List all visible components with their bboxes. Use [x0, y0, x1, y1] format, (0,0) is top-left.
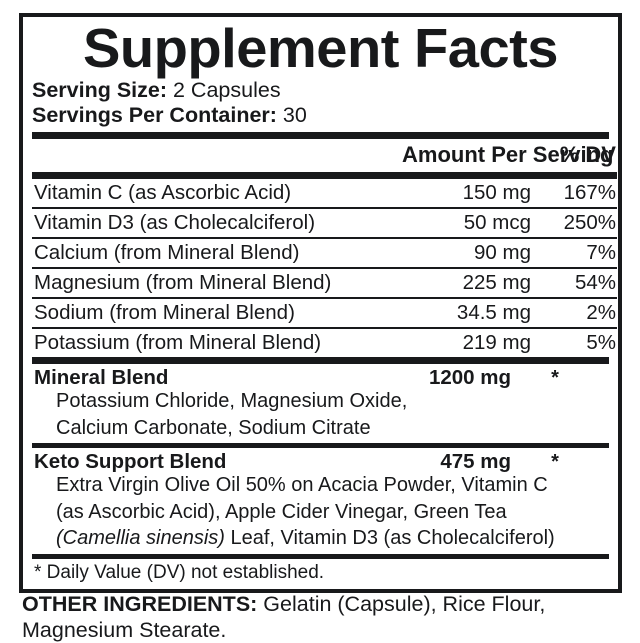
column-header-dv: % DV — [559, 142, 616, 167]
supplement-facts-panel: Supplement Facts Serving Size: 2 Capsule… — [19, 13, 622, 593]
nutrient-amount: 225 mg — [402, 268, 533, 299]
nutrient-dv: 7% — [533, 238, 617, 269]
blend-dv-asterisk: * — [551, 367, 559, 389]
nutrient-amount: 219 mg — [462, 331, 531, 354]
blend-header-row: Keto Support Blend 475 mg * — [32, 448, 609, 474]
table-row: Vitamin C (as Ascorbic Acid) 150 mg 167% — [32, 179, 617, 209]
page-title: Supplement Facts — [82, 17, 559, 79]
blend-ingredient-line: Extra Virgin Olive Oil 50% on Acacia Pow… — [56, 474, 548, 496]
divider-above-header — [32, 132, 609, 139]
serving-size-label: Serving Size: — [32, 78, 168, 102]
nutrition-table: Amount Per Serving% DV Vitamin C (as Asco… — [32, 139, 617, 357]
blend-block: Mineral Blend 1200 mg * Potassium Chloride,… — [32, 364, 609, 443]
blend-ingredient-text: Leaf, Vitamin D3 (as Cholecalciferol) — [224, 527, 555, 549]
blend-name: Mineral Blend — [34, 366, 169, 389]
divider-above-keto-blend — [32, 443, 609, 448]
table-row: Potassium (from Mineral Blend) 219 mg 5% — [32, 328, 617, 357]
blend-ingredient-line: Potassium Chloride, Magnesium Oxide, — [56, 390, 408, 412]
divider-below-header — [32, 172, 617, 179]
nutrient-amount: 90 mg — [402, 238, 533, 269]
nutrient-name: Magnesium (from Mineral Blend) — [32, 268, 402, 299]
blend-ingredient-line: Calcium Carbonate, Sodium Citrate — [56, 416, 371, 439]
table-row: Magnesium (from Mineral Blend) 225 mg 54% — [32, 268, 617, 299]
blend-amount: 475 mg — [440, 450, 511, 473]
blend-dv-asterisk: * — [551, 451, 559, 473]
nutrient-name: Sodium (from Mineral Blend) — [32, 298, 402, 329]
column-header-name — [32, 139, 402, 172]
blend-name: Keto Support Blend — [34, 450, 227, 473]
blend-ingredient-latin-name: (Camellia sinensis) — [56, 527, 225, 549]
servings-per-container-label: Servings Per Container: — [32, 103, 277, 127]
nutrient-name: Vitamin D3 (as Cholecalciferol) — [32, 208, 402, 239]
blend-header-row: Mineral Blend 1200 mg * — [32, 364, 609, 390]
column-header-amount: Amount Per Serving — [402, 142, 614, 167]
other-ingredients-value: Gelatin (Capsule), Rice Flour, Magnesium… — [22, 592, 546, 642]
nutrient-amount: 50 mcg — [402, 208, 533, 239]
table-header-row: Amount Per Serving% DV — [32, 139, 617, 172]
nutrient-name: Potassium (from Mineral Blend) — [34, 331, 322, 354]
nutrient-dv: 54% — [533, 268, 617, 299]
other-ingredients: OTHER INGREDIENTS: Gelatin (Capsule), Ri… — [22, 591, 622, 643]
divider-above-footnote — [32, 553, 609, 559]
other-ingredients-label: OTHER INGREDIENTS: — [22, 592, 258, 616]
nutrient-dv: 167% — [533, 179, 617, 209]
table-row: Vitamin D3 (as Cholecalciferol) 50 mcg 250… — [32, 208, 617, 239]
blend-ingredient-line: (Camellia sinensis) Leaf, Vitamin D3 (as… — [32, 527, 609, 554]
nutrient-dv: 5% — [586, 331, 616, 354]
nutrient-name: Vitamin C (as Ascorbic Acid) — [32, 179, 402, 209]
nutrient-amount: 150 mg — [402, 179, 533, 209]
blend-ingredient-line: (as Ascorbic Acid), Apple Cider Vinegar,… — [56, 500, 507, 523]
serving-size-value: 2 Capsules — [173, 78, 281, 102]
nutrient-name: Calcium (from Mineral Blend) — [32, 238, 402, 269]
servings-per-container-value: 30 — [282, 103, 307, 127]
serving-size-line: Serving Size: 2 Capsules — [32, 78, 609, 103]
blend-amount: 1200 mg — [428, 366, 511, 389]
daily-value-footnote: * Daily Value (DV) not established. — [34, 561, 325, 583]
table-row: Sodium (from Mineral Blend) 34.5 mg 2% — [32, 298, 617, 329]
nutrient-amount: 34.5 mg — [402, 298, 533, 329]
divider-above-mineral-blend — [32, 357, 609, 364]
nutrient-dv: 2% — [533, 298, 617, 329]
blend-block: Keto Support Blend 475 mg * Extra Virgin Ol… — [32, 448, 609, 554]
nutrient-dv: 250% — [533, 208, 617, 239]
serving-info: Serving Size: 2 Capsules Servings Per Co… — [32, 78, 609, 132]
table-row: Calcium (from Mineral Blend) 90 mg 7% — [32, 238, 617, 269]
servings-per-container-line: Servings Per Container: 30 — [32, 103, 609, 128]
